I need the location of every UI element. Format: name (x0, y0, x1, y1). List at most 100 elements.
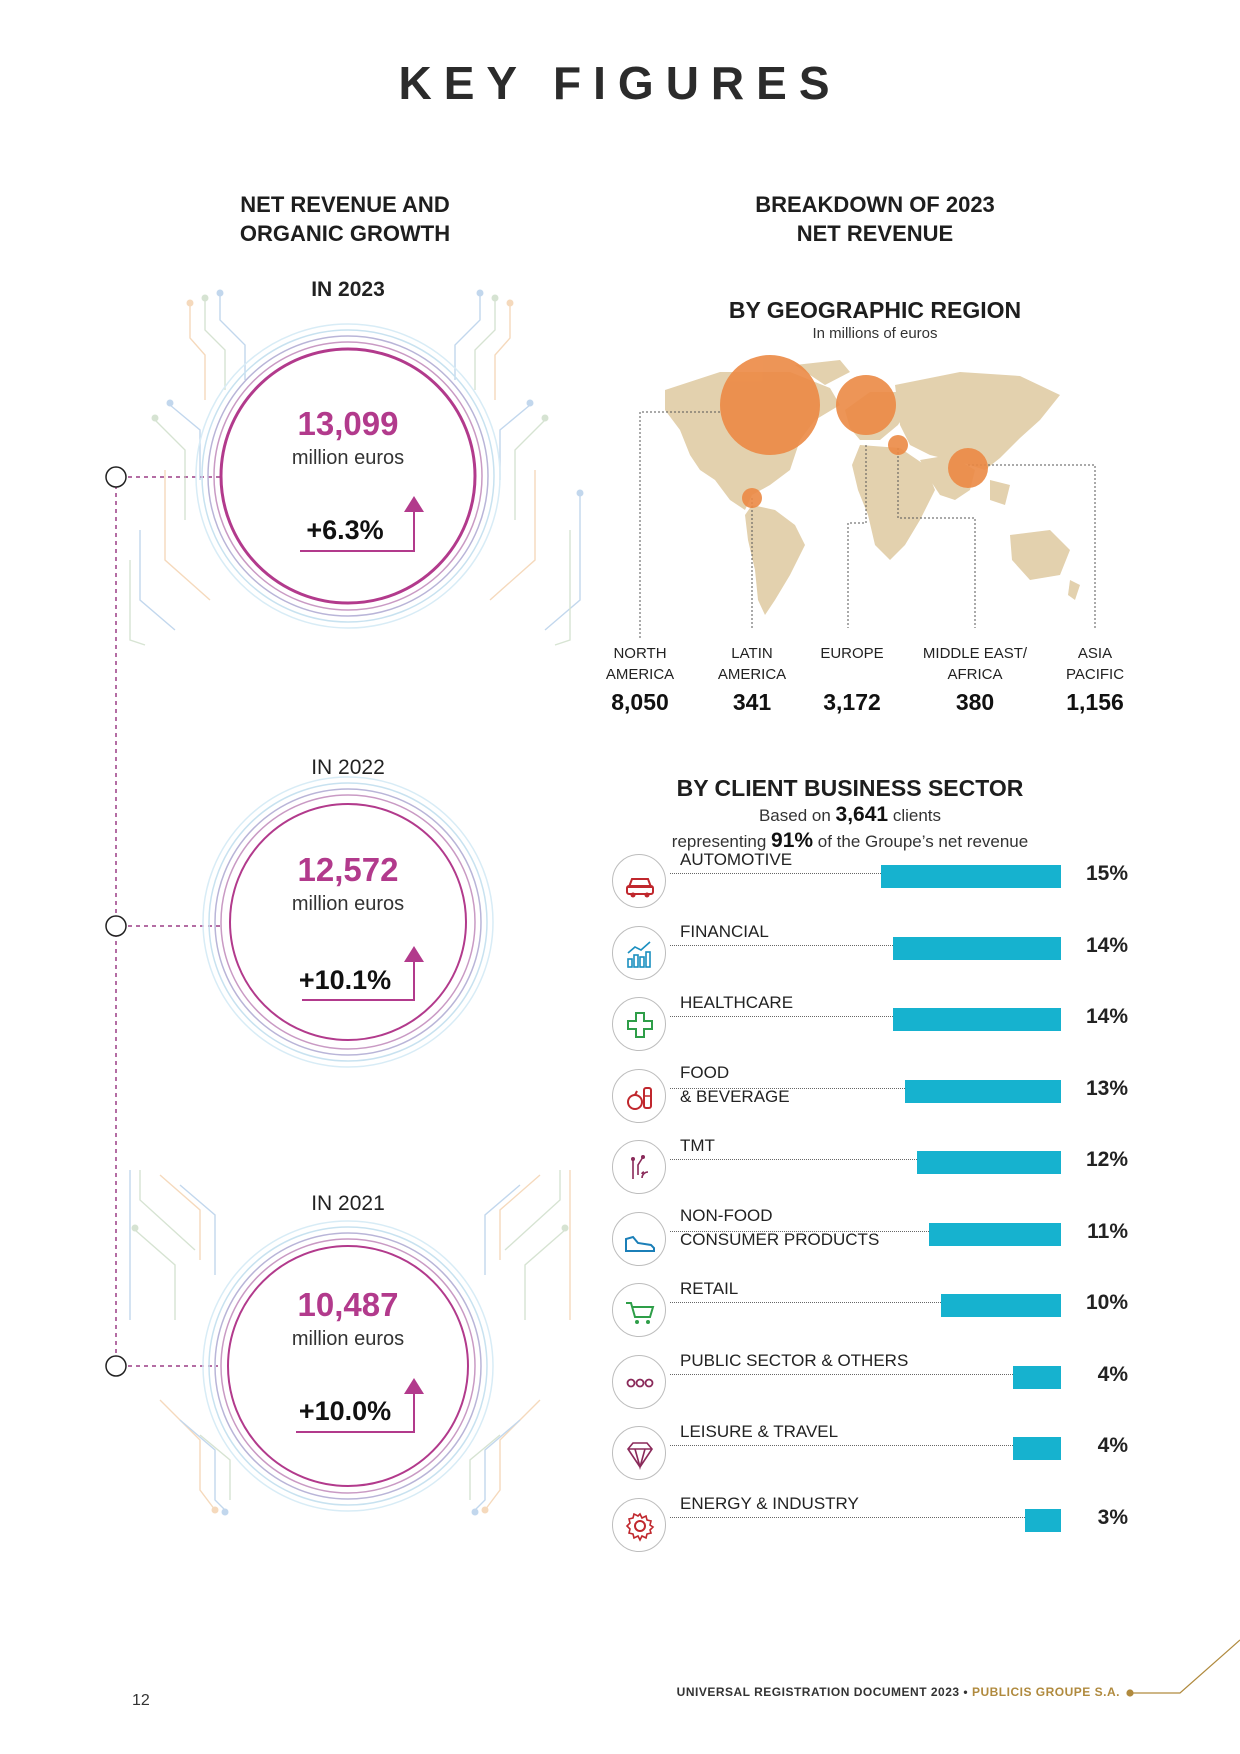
region-label: MIDDLE EAST/AFRICA (922, 645, 1028, 683)
region-value: 3,172 (823, 689, 881, 715)
heading-line-2: ORGANIC GROWTH (239, 221, 451, 246)
circuit-lines-2023 (129, 289, 584, 646)
page-number: 12 (132, 1692, 150, 1709)
region-middle-east-africa: MIDDLE EAST/AFRICA 380 (910, 643, 1040, 716)
heading-line-2: NET REVENUE (796, 221, 954, 246)
footer-ornament (1126, 1639, 1240, 1697)
sector-label: RETAIL (680, 1279, 739, 1298)
sector-label: HEALTHCARE (680, 993, 794, 1012)
heading-line-1: NET REVENUE AND (240, 192, 450, 217)
food-icon (612, 1068, 666, 1123)
growth-2023: +6.3% (306, 515, 384, 545)
ring-2023 (195, 323, 501, 629)
net-revenue-heading: NET REVENUE AND ORGANIC GROWTH (160, 190, 530, 248)
region-label: LATIN AMERICA (717, 645, 787, 683)
heading-line-1: BREAKDOWN OF 2023 (755, 192, 995, 217)
sector-subtitle: Based on 3,641 clients representing 91% … (671, 803, 1029, 852)
sector-percent: 14% (1085, 933, 1128, 957)
shoe-icon (612, 1211, 666, 1266)
region-asia-pacific: ASIA PACIFIC 1,156 (1040, 643, 1150, 716)
region-europe: EUROPE. 3,172 (797, 643, 907, 716)
revenue-unit: million euros (291, 1328, 405, 1350)
region-label: EUROPE. (820, 645, 884, 662)
sector-bar (881, 865, 1061, 888)
region-latin-america: LATIN AMERICA 341 (697, 643, 807, 716)
leader-line (670, 1230, 929, 1232)
region-north-america: NORTH AMERICA 8,050 (585, 643, 695, 716)
revenue-2023: 13,099 million euros (198, 405, 498, 470)
sector-percent: 3% (1097, 1505, 1128, 1529)
leader-line (670, 1016, 893, 1017)
sector-label: LEISURE & TRAVEL (680, 1422, 839, 1441)
year-label-2023: IN 2023 (311, 278, 385, 301)
revenue-2021: 10,487 million euros (198, 1286, 498, 1351)
leader-line (670, 1087, 905, 1089)
sector-label: AUTOMOTIVE (680, 850, 793, 869)
sector-bar (1013, 1437, 1061, 1460)
leader-line (670, 944, 893, 946)
cross-icon (612, 997, 666, 1051)
leader-line (670, 1373, 1013, 1375)
ring-2021 (202, 1220, 494, 1512)
region-value: 341 (732, 689, 772, 715)
geo-title: BY GEOGRAPHIC REGION (728, 297, 1022, 323)
sector-percent: 4% (1097, 1362, 1128, 1386)
leader-line (670, 1445, 1013, 1446)
sector-label: NON-FOOD CONSUMER PRODUCTS (680, 1205, 880, 1249)
sector-percent: 13% (1085, 1076, 1128, 1100)
revenue-2022: 12,572 million euros (198, 851, 498, 916)
growth-2021: +10.0% (298, 1396, 392, 1426)
region-value: 380 (955, 689, 995, 715)
growth-2022: +10.1% (298, 965, 392, 995)
leader-line (670, 1159, 917, 1160)
chart-icon (612, 925, 666, 980)
growth-arrow-heads (404, 496, 424, 1394)
sector-percent: 12% (1085, 1148, 1128, 1171)
sector-label: PUBLIC SECTOR & OTHERS (680, 1350, 909, 1370)
revenue-value: 13,099 (297, 405, 399, 442)
map-leaders (639, 411, 1096, 638)
region-value: 1,156 (1066, 689, 1124, 715)
timeline (105, 466, 220, 1377)
sector-label: FOOD & BEVERAGE (680, 1062, 790, 1106)
dots-icon (612, 1354, 666, 1409)
region-label: ASIA PACIFIC (1065, 645, 1125, 683)
geo-subtitle: In millions of euros (812, 325, 938, 342)
year-label-2022: IN 2022 (311, 756, 385, 779)
breakdown-heading: BREAKDOWN OF 2023 NET REVENUE (680, 190, 1070, 248)
sector-bar (929, 1222, 1061, 1246)
sector-bar (1013, 1365, 1061, 1389)
sector-bar (1025, 1508, 1061, 1532)
leader-line (670, 1516, 1025, 1518)
diamond-icon (612, 1426, 666, 1480)
revenue-value: 10,487 (297, 1286, 399, 1323)
sector-percent: 4% (1097, 1434, 1128, 1457)
region-label: NORTH AMERICA (605, 645, 675, 683)
region-value: 8,050 (611, 689, 669, 715)
sector-label: FINANCIAL (680, 921, 769, 941)
page-title: KEY FIGURES (398, 57, 842, 109)
sector-bar (893, 1008, 1061, 1031)
revenue-unit: million euros (291, 893, 405, 915)
cart-icon (612, 1283, 666, 1337)
sector-percent: 10% (1085, 1291, 1128, 1314)
leader-line (670, 873, 881, 874)
sector-percent: 11% (1087, 1219, 1128, 1243)
revenue-value: 12,572 (297, 851, 399, 888)
sector-bar (905, 1079, 1061, 1103)
gear-icon (612, 1497, 666, 1552)
sector-bar (917, 1151, 1061, 1174)
sector-label: ENERGY & INDUSTRY (680, 1493, 859, 1513)
leader-line (670, 1302, 941, 1303)
region-bubbles (720, 355, 988, 508)
sector-label: TMT (680, 1136, 715, 1155)
circuit-lines-2021 (129, 1170, 571, 1516)
sector-bar (893, 936, 1061, 960)
sector-bar (941, 1294, 1061, 1317)
footer-document-title: UNIVERSAL REGISTRATION DOCUMENT 2023 • P… (676, 1685, 1120, 1699)
sector-percent: 14% (1085, 1005, 1128, 1028)
ring-2022 (202, 776, 494, 1068)
growth-arrows (296, 512, 415, 1433)
year-label-2021: IN 2021 (311, 1192, 385, 1215)
sector-percent: 15% (1085, 862, 1128, 885)
